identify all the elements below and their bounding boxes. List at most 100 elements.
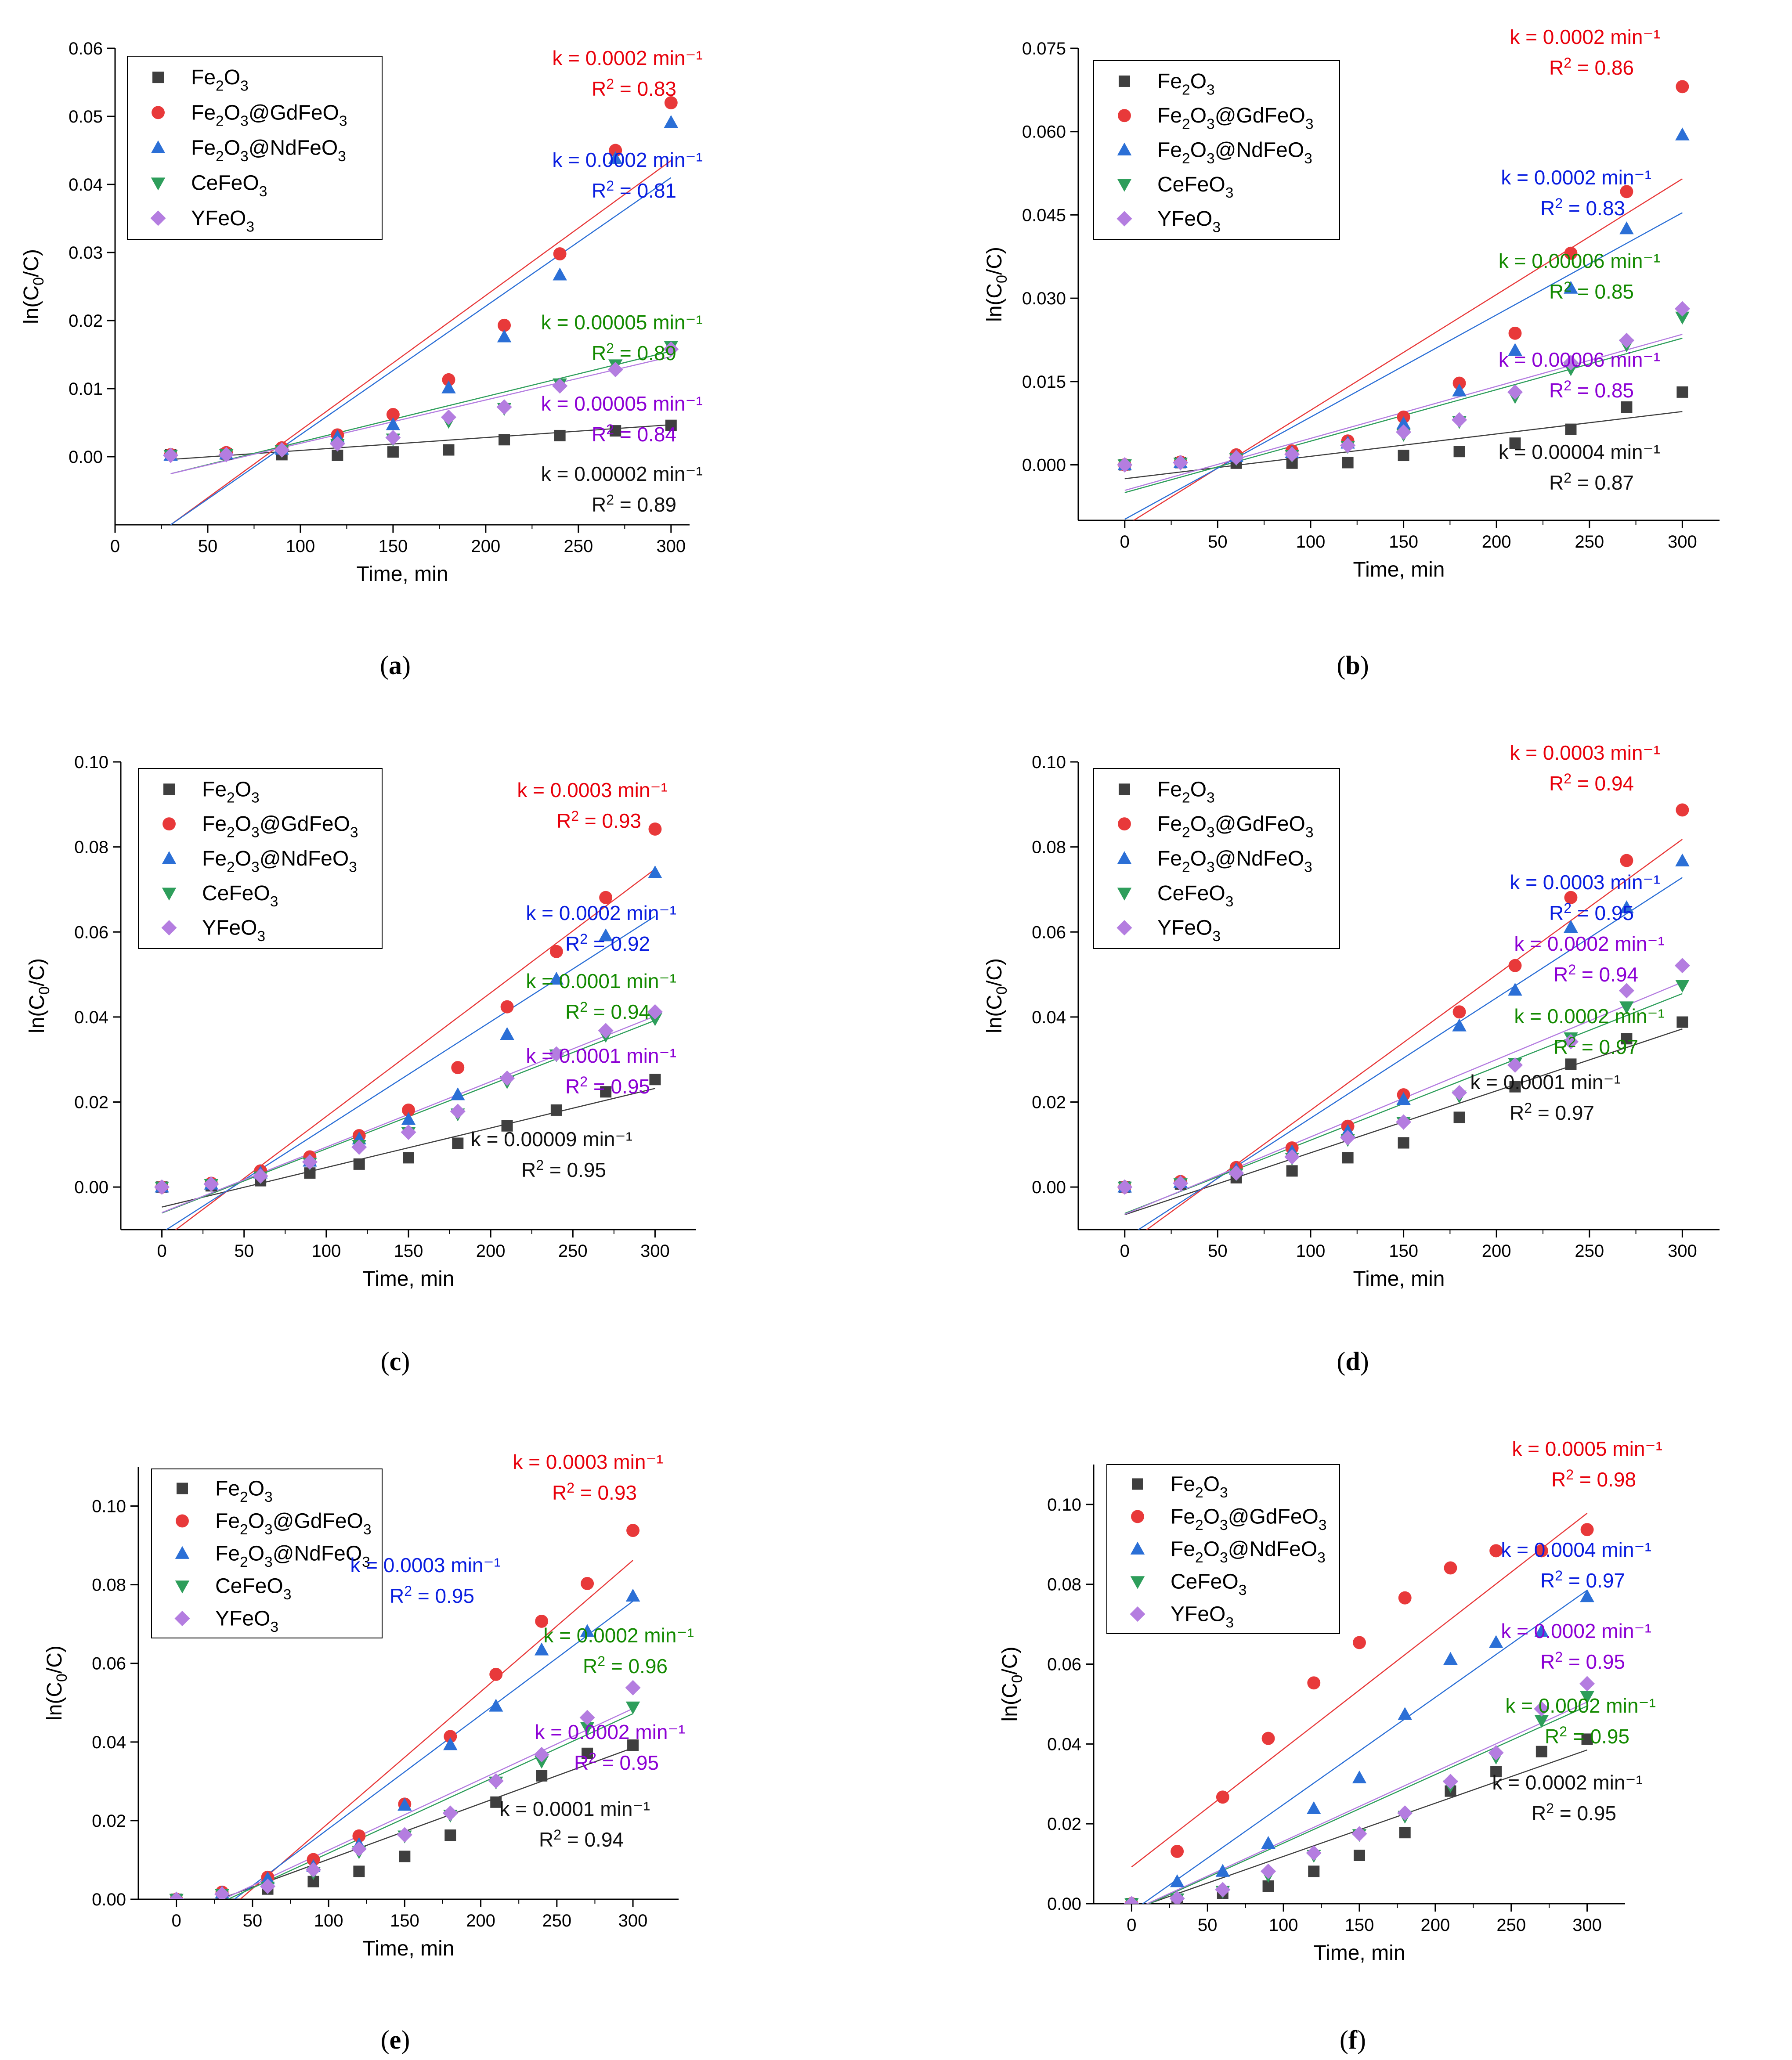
data-point-fe2o3-gdfeo3	[1489, 1544, 1503, 1558]
data-point-fe2o3-gdfeo3	[1564, 246, 1578, 260]
x-tick-label: 200	[471, 537, 500, 556]
data-point-fe2o3-ndfeo3	[1564, 920, 1578, 933]
data-point-fe2o3-ndfeo3	[1619, 221, 1634, 235]
legend-marker-fe2o3	[163, 783, 175, 795]
data-point-fe2o3	[627, 1739, 639, 1751]
data-point-cefeo3	[1580, 1691, 1594, 1704]
legend-marker-fe2o3-gdfeo3	[176, 1514, 189, 1528]
data-point-yfeo3	[1173, 1175, 1189, 1191]
data-point-fe2o3-ndfeo3	[608, 151, 623, 164]
data-point-yfeo3	[1306, 1845, 1322, 1861]
data-point-fe2o3-ndfeo3	[1396, 1092, 1411, 1105]
annotation-r2-fe2o3-gdfeo3: R2 = 0.93	[556, 808, 641, 832]
data-point-fe2o3-gdfeo3	[1620, 854, 1633, 867]
data-point-fe2o3-gdfeo3	[609, 144, 622, 157]
data-point-fe2o3-ndfeo3	[1508, 983, 1522, 996]
legend-label-fe2o3: Fe2O3	[191, 66, 249, 94]
annotation-r2-cefeo3: R2 = 0.94	[565, 999, 650, 1023]
y-tick-label: 0.08	[74, 838, 108, 857]
data-point-fe2o3-ndfeo3	[500, 1027, 514, 1040]
legend-marker-cefeo3	[162, 887, 177, 901]
data-point-fe2o3	[600, 1086, 612, 1098]
x-tick-label: 50	[1198, 1916, 1218, 1935]
data-point-fe2o3	[1354, 1850, 1365, 1861]
fit-line-fe2o3-ndfeo3	[1124, 212, 1683, 520]
x-tick-label: 0	[171, 1911, 181, 1930]
data-point-fe2o3-ndfeo3	[625, 1588, 640, 1602]
legend-label-fe2o3-ndfeo3: Fe2O3@NdFeO3	[191, 137, 346, 165]
legend-marker-cefeo3	[151, 177, 166, 191]
data-point-fe2o3-gdfeo3	[626, 1524, 640, 1537]
data-point-fe2o3-ndfeo3	[1580, 1589, 1594, 1602]
data-point-yfeo3	[1228, 1165, 1244, 1181]
data-point-yfeo3	[1351, 1826, 1367, 1842]
data-point-yfeo3	[305, 1862, 322, 1878]
legend-marker-fe2o3-ndfeo3	[1117, 142, 1132, 155]
y-tick-label: 0.06	[69, 39, 103, 58]
data-point-yfeo3	[1507, 1057, 1523, 1073]
data-point-fe2o3	[1398, 1137, 1409, 1149]
data-point-yfeo3	[663, 341, 679, 357]
legend-label-fe2o3-gdfeo3: Fe2O3@GdFeO3	[191, 101, 347, 129]
x-tick-label: 300	[1668, 1241, 1697, 1261]
data-point-yfeo3	[1488, 1745, 1504, 1761]
data-point-yfeo3	[607, 362, 623, 378]
data-point-fe2o3-gdfeo3	[1216, 1790, 1229, 1804]
annotation-k-fe2o3: k = 0.00009 min⁻¹	[471, 1128, 632, 1151]
x-tick-label: 0	[110, 537, 120, 556]
legend-label-fe2o3-gdfeo3: Fe2O3@GdFeO3	[1171, 1505, 1327, 1533]
legend-marker-cefeo3	[1117, 887, 1132, 901]
data-point-yfeo3	[1169, 1890, 1185, 1904]
legend-label-fe2o3-ndfeo3: Fe2O3@NdFeO3	[202, 847, 357, 875]
legend-box	[127, 56, 383, 240]
annotation-r2-fe2o3-ndfeo3: R2 = 0.92	[565, 931, 650, 955]
data-point-yfeo3	[441, 409, 457, 425]
data-point-fe2o3-ndfeo3	[1398, 1707, 1412, 1720]
data-point-yfeo3	[598, 1023, 614, 1039]
data-point-fe2o3	[1453, 1111, 1465, 1123]
legend-label-fe2o3-ndfeo3: Fe2O3@NdFeO3	[215, 1542, 370, 1570]
y-tick-label: 0.06	[92, 1654, 126, 1674]
y-tick-label: 0.06	[1047, 1655, 1081, 1674]
annotation-r2-fe2o3: R2 = 0.94	[539, 1827, 624, 1851]
y-tick-label: 0.04	[92, 1733, 126, 1752]
data-point-fe2o3	[1398, 450, 1409, 462]
y-tick-label: 0.04	[1032, 1008, 1066, 1027]
annotation-r2-yfeo3: R2 = 0.95	[574, 1750, 659, 1774]
data-point-fe2o3-ndfeo3	[598, 928, 613, 942]
legend-label-fe2o3-ndfeo3: Fe2O3@NdFeO3	[1157, 847, 1312, 875]
data-point-fe2o3-ndfeo3	[1452, 1018, 1467, 1032]
y-tick-label: 0.10	[1047, 1495, 1081, 1515]
data-point-fe2o3-ndfeo3	[1675, 127, 1690, 141]
annotation-r2-yfeo3: R2 = 0.95	[565, 1074, 650, 1098]
y-tick-label: 0.08	[1032, 838, 1066, 857]
data-point-yfeo3	[253, 1168, 268, 1184]
annotation-r2-cefeo3: R2 = 0.89	[592, 340, 676, 364]
legend-label-cefeo3: CeFeO3	[1157, 173, 1233, 201]
fit-line-yfeo3	[221, 1708, 633, 1899]
fit-line-fe2o3-gdfeo3	[239, 1560, 633, 1899]
x-tick-label: 100	[311, 1241, 341, 1261]
data-point-fe2o3-gdfeo3	[1307, 1676, 1321, 1690]
chart-panel-b: 0 50 100 150 200 250 300 0.000 0.015 0.030 0.045 0.…	[983, 25, 1720, 680]
plot-area	[154, 823, 663, 1230]
data-point-fe2o3-ndfeo3	[451, 1087, 465, 1100]
x-tick-label: 150	[379, 537, 408, 556]
data-point-fe2o3	[1453, 446, 1465, 458]
annotation-r2-fe2o3-ndfeo3: R2 = 0.81	[592, 178, 676, 202]
y-tick-label: 0.10	[74, 753, 108, 772]
data-point-cefeo3	[1675, 311, 1690, 325]
legend-marker-fe2o3-ndfeo3	[1117, 851, 1132, 864]
fit-line-fe2o3-ndfeo3	[170, 177, 672, 525]
data-point-yfeo3	[1563, 355, 1579, 371]
annotation-k-yfeo3: k = 0.00005 min⁻¹	[541, 392, 703, 415]
data-point-yfeo3	[397, 1827, 412, 1843]
data-point-fe2o3-gdfeo3	[444, 1730, 457, 1743]
data-point-yfeo3	[385, 430, 401, 446]
data-point-fe2o3-ndfeo3	[497, 329, 512, 343]
annotation-r2-yfeo3: R2 = 0.95	[1540, 1649, 1625, 1673]
y-tick-label: 0.030	[1022, 289, 1066, 308]
y-axis-title: ln(C0/C)	[998, 1647, 1026, 1722]
data-point-fe2o3-gdfeo3	[1620, 185, 1633, 198]
